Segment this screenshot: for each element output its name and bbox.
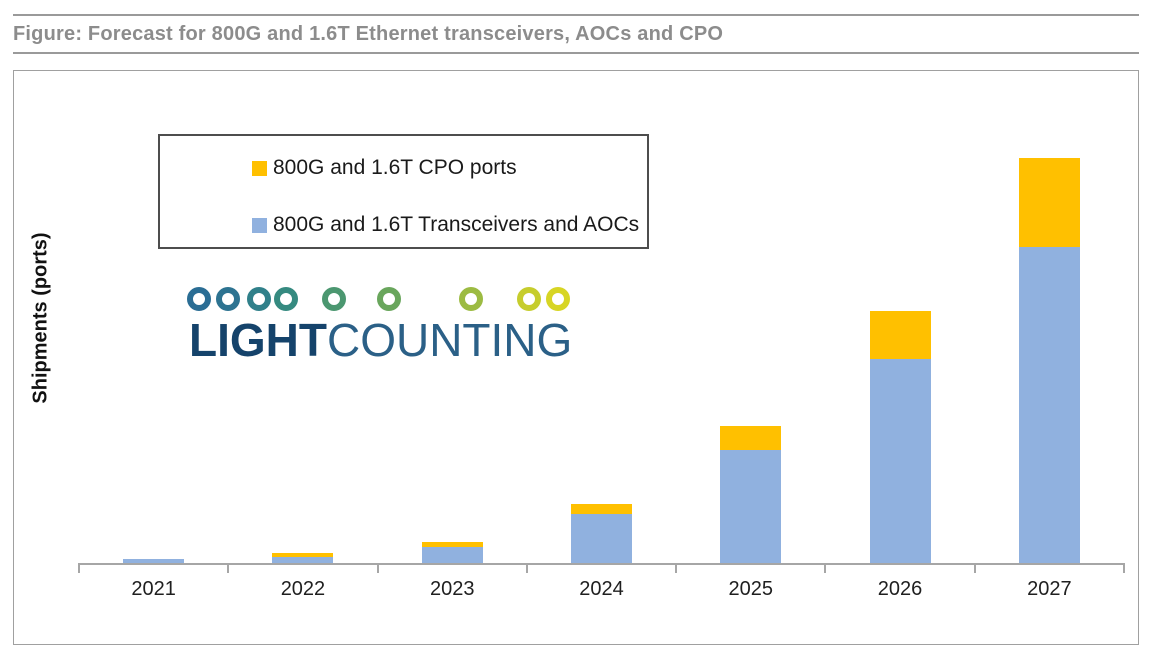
- bar-2025-cpo-ports: [720, 426, 782, 450]
- logo-word-counting: COUNTING: [327, 314, 572, 366]
- bar-2026-cpo-ports: [869, 310, 931, 359]
- logo-word-light: LIGHT: [189, 314, 327, 366]
- legend-label-transceivers-aocs: 800G and 1.6T Transceivers and AOCs: [273, 213, 640, 236]
- x-axis-label-2027: 2027: [1027, 578, 1072, 600]
- x-axis-tick: [227, 563, 230, 573]
- lightcounting-logo: LIGHTCOUNTING: [181, 287, 581, 366]
- x-axis-tick: [675, 563, 678, 573]
- legend-item-transceivers-aocs: 800G and 1.6T Transceivers and AOCs: [252, 213, 647, 237]
- x-axis-tick: [824, 563, 827, 573]
- bar-2027-cpo-ports: [1018, 158, 1080, 248]
- x-axis-tick: [973, 563, 976, 573]
- x-axis-label-2026: 2026: [877, 578, 923, 600]
- x-axis-tick: [78, 563, 80, 573]
- legend-label-cpo-ports: 800G and 1.6T CPO ports: [273, 156, 517, 179]
- x-axis-label-2023: 2023: [429, 578, 475, 600]
- chart-area: Shipments (ports) 800G and 1.6T CPO port…: [13, 70, 1139, 645]
- legend-item-cpo-ports: 800G and 1.6T CPO ports: [252, 156, 647, 180]
- x-axis-tick: [525, 563, 528, 573]
- bar-2027-transceivers-aocs: [1018, 247, 1080, 563]
- bar-2022-transceivers-aocs: [272, 556, 334, 563]
- bar-2023-cpo-ports: [421, 541, 483, 547]
- x-axis-tick: [376, 563, 379, 573]
- svg-text:LIGHTCOUNTING: LIGHTCOUNTING: [189, 314, 572, 366]
- bar-2022-cpo-ports: [272, 552, 334, 557]
- bar-2024-cpo-ports: [571, 503, 632, 514]
- bar-2025-transceivers-aocs: [720, 450, 782, 563]
- bar-2023-transceivers-aocs: [421, 546, 483, 563]
- title-bottom-rule: [13, 52, 1139, 54]
- x-axis-line: [79, 563, 1124, 565]
- x-axis-tick: [1123, 563, 1125, 573]
- x-axis-label-2024: 2024: [579, 578, 624, 600]
- figure-title: Figure: Forecast for 800G and 1.6T Ether…: [13, 23, 724, 45]
- x-axis-label-2025: 2025: [728, 578, 773, 600]
- logo-beads-icon: [181, 287, 581, 311]
- plot-area: [79, 71, 1124, 563]
- legend-swatch-yellow-icon: [252, 160, 267, 176]
- y-axis-title: Shipments (ports): [29, 232, 52, 404]
- x-axis-label-2021: 2021: [131, 578, 176, 600]
- chart-legend: 800G and 1.6T CPO ports 800G and 1.6T Tr…: [158, 134, 649, 249]
- bar-2024-transceivers-aocs: [571, 514, 632, 563]
- bar-2026-transceivers-aocs: [869, 358, 931, 563]
- bar-2021-transceivers-aocs: [123, 559, 185, 563]
- title-top-rule: [13, 14, 1139, 16]
- legend-swatch-blue-icon: [252, 217, 267, 233]
- x-axis-label-2022: 2022: [280, 578, 326, 600]
